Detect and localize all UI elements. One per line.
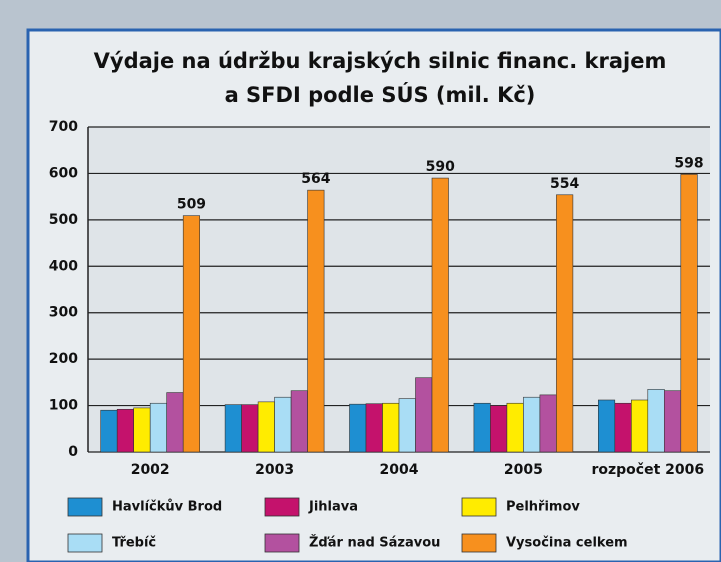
y-tick-label: 300 (49, 305, 78, 321)
bar (523, 396, 541, 453)
bar (182, 215, 200, 453)
y-tick-label: 700 (49, 119, 78, 135)
legend-label: Žďár nad Sázavou (309, 535, 440, 551)
legend-swatch (264, 497, 300, 517)
bar (116, 408, 134, 453)
bar (224, 404, 242, 453)
bar (680, 174, 698, 453)
bar (490, 405, 508, 453)
legend-label: Třebíč (112, 536, 156, 551)
chart-title: Výdaje na údržbu krajských silnic financ… (94, 49, 667, 73)
bar (663, 390, 682, 453)
bar (166, 392, 184, 453)
legend-swatch (67, 497, 103, 517)
legend-swatch (264, 533, 300, 553)
bar (473, 402, 491, 453)
y-tick-label: 400 (49, 258, 78, 274)
data-label: 509 (177, 197, 206, 213)
bar (398, 398, 416, 453)
bar (100, 409, 118, 453)
x-tick-label: rozpočet 2006 (591, 462, 704, 478)
legend-label: Vysočina celkem (506, 536, 628, 551)
bar (614, 402, 632, 453)
bar (647, 389, 665, 453)
bar (133, 407, 151, 453)
data-label: 554 (550, 176, 579, 192)
bar (539, 394, 557, 453)
bar (274, 396, 292, 453)
data-label: 590 (426, 159, 455, 175)
y-tick-label: 600 (49, 165, 78, 181)
bar (431, 177, 449, 453)
legend-label: Pelhřimov (506, 500, 580, 515)
y-tick-label: 0 (68, 444, 78, 460)
bar (597, 399, 616, 453)
data-label: 564 (301, 171, 330, 187)
bar (365, 403, 383, 453)
legend-label: Jihlava (308, 500, 358, 515)
x-tick-label: 2004 (380, 462, 419, 478)
bar (257, 401, 275, 453)
bar (556, 194, 574, 453)
x-tick-label: 2003 (255, 462, 294, 478)
legend-swatch (461, 533, 497, 553)
bar (382, 402, 400, 453)
bar (290, 390, 308, 453)
x-tick-label: 2005 (504, 462, 543, 478)
bar (349, 403, 367, 453)
bar (149, 402, 167, 453)
y-tick-label: 200 (49, 351, 78, 367)
legend-swatch (67, 533, 103, 553)
bar (415, 377, 433, 453)
bar (506, 402, 524, 453)
bar (307, 189, 325, 453)
data-label: 598 (674, 155, 703, 171)
legend-swatch (461, 497, 497, 517)
x-tick-label: 2002 (131, 462, 170, 478)
legend-label: Havlíčkův Brod (112, 500, 222, 515)
y-tick-label: 100 (49, 398, 78, 414)
chart-title: a SFDI podle SÚS (mil. Kč) (225, 82, 536, 107)
y-tick-label: 500 (49, 212, 78, 228)
bar (630, 399, 649, 453)
bar (241, 404, 259, 453)
